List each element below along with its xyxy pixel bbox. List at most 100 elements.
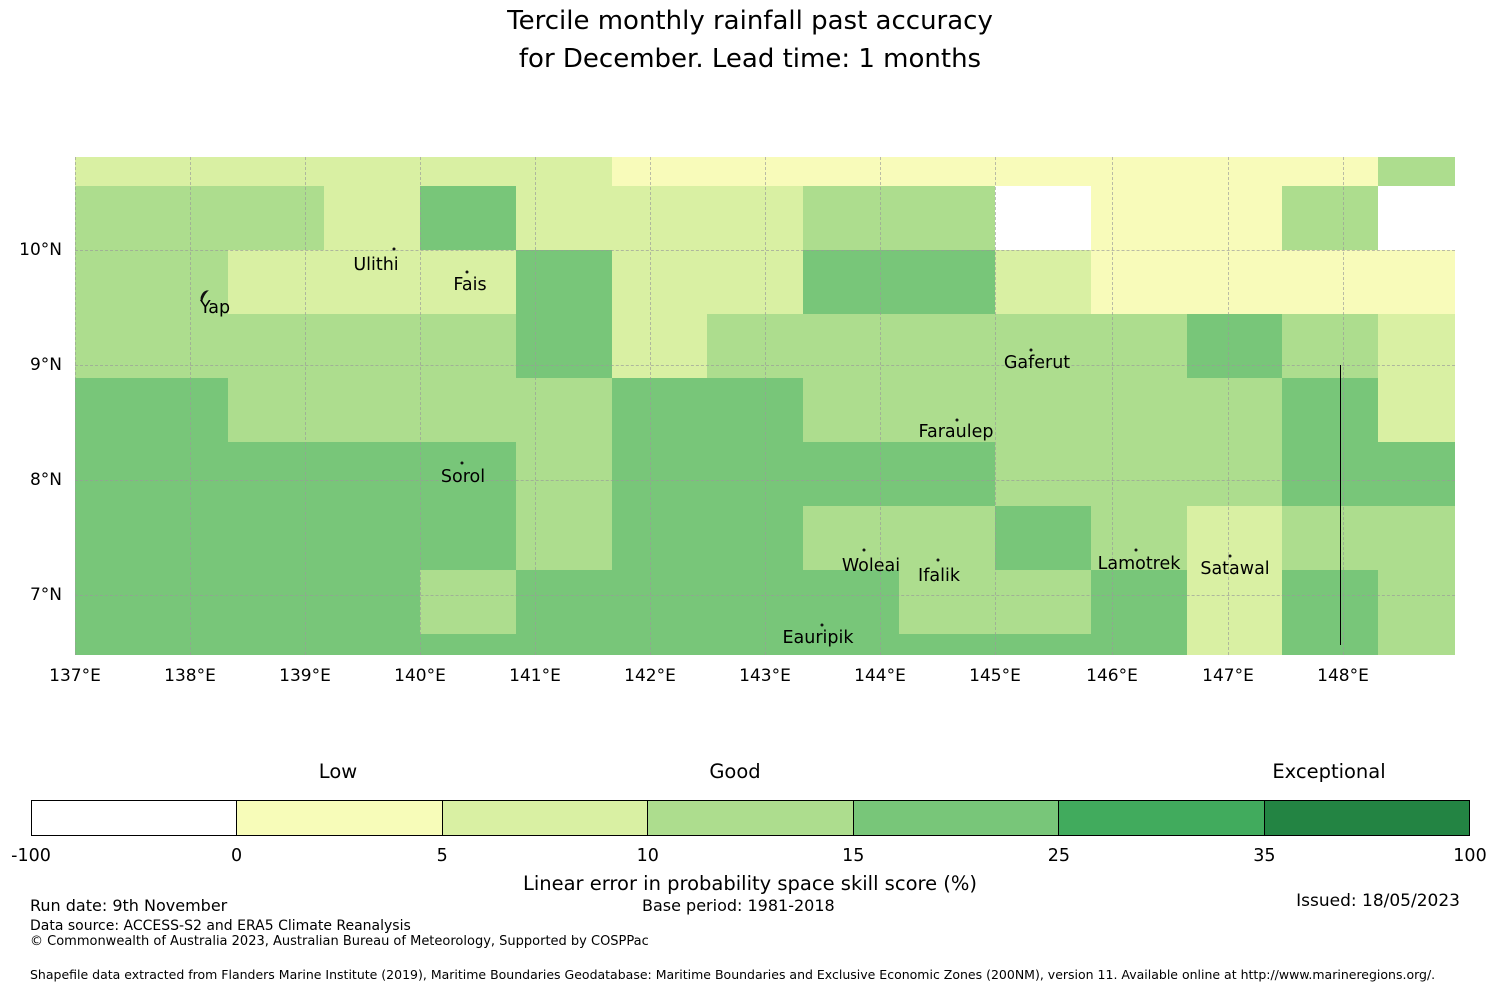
- island-label-fais: Fais: [453, 275, 487, 295]
- footer-run-date: Run date: 9th November: [30, 896, 228, 915]
- map-cell-r8c2: [228, 634, 324, 655]
- island-label-yap: Yap: [199, 298, 231, 318]
- map-cell-r3c5: [516, 314, 612, 378]
- colorbar-tick-label: 35: [1253, 846, 1276, 866]
- map-cell-r1c7: [707, 186, 803, 250]
- island-label-woleai: Woleai: [841, 556, 901, 576]
- x-tick-label: 147°E: [1202, 666, 1254, 686]
- map-cell-r5c13: [1282, 442, 1378, 506]
- map-cell-r6c10: [995, 506, 1091, 570]
- map-cell-r0c11: [1091, 157, 1187, 186]
- map-cell-r8c7: [707, 634, 803, 655]
- map-cell-r7c13: [1282, 570, 1378, 634]
- map-cell-r7c7: [707, 570, 803, 634]
- map-cell-r6c11: [1091, 506, 1187, 570]
- map-cell-r0c10: [995, 157, 1091, 186]
- y-tick-label: 8°N: [29, 470, 62, 490]
- map-cell-r5c14: [1378, 442, 1455, 506]
- colorbar-segment: [853, 801, 1060, 835]
- map-cell-r1c9: [899, 186, 995, 250]
- map-cell-r3c8: [803, 314, 899, 378]
- map-cell-r6c3: [324, 506, 420, 570]
- map-cell-r8c1: [132, 634, 228, 655]
- map-cell-r1c13: [1282, 186, 1378, 250]
- island-label-satawal: Satawal: [1200, 559, 1270, 579]
- map-cell-r5c7: [707, 442, 803, 506]
- island-label-lamotrek: Lamotrek: [1097, 554, 1181, 574]
- colorbar-tick-label: 5: [436, 846, 448, 866]
- colorbar-segment: [1264, 801, 1469, 835]
- map-cell-r3c0: [75, 314, 132, 378]
- x-tick-label: 145°E: [969, 666, 1021, 686]
- map-cell-r1c14: [1378, 186, 1455, 250]
- gridline-vertical: [1112, 157, 1113, 655]
- map-cell-r6c1: [132, 506, 228, 570]
- map-cell-r1c4: [420, 186, 516, 250]
- colorbar-segment: [32, 801, 238, 835]
- map-cell-r5c3: [324, 442, 420, 506]
- gridline-vertical: [650, 157, 651, 655]
- colorbar-segment: [1059, 801, 1265, 835]
- map-cell-r3c7: [707, 314, 803, 378]
- map-cell-r5c5: [516, 442, 612, 506]
- colorbar-axis-label: Linear error in probability space skill …: [522, 872, 978, 895]
- sorol-island-dot: [460, 461, 464, 465]
- map-cell-r3c13: [1282, 314, 1378, 378]
- colorbar-category-exceptional: Exceptional: [1272, 760, 1386, 783]
- map-cell-r2c10: [995, 250, 1091, 314]
- map-cell-r7c4: [420, 570, 516, 634]
- map-cell-r2c11: [1091, 250, 1187, 314]
- map-cell-r1c5: [516, 186, 612, 250]
- map-cell-r2c5: [516, 250, 612, 314]
- map-cell-r6c12: [1187, 506, 1282, 570]
- map-area: Yap Ulithi Fais Sorol Gaferut Faraulep Woleai I…: [75, 157, 1455, 655]
- map-cell-r2c1: [132, 250, 228, 314]
- colorbar-tick-label: 100: [1453, 846, 1487, 866]
- map-cell-r4c2: [228, 378, 324, 442]
- x-tick-label: 141°E: [509, 666, 561, 686]
- gridline-vertical: [995, 157, 996, 655]
- lamotrek-island-dot: [1134, 548, 1138, 552]
- map-cell-r5c1: [132, 442, 228, 506]
- map-cell-r8c14: [1378, 634, 1455, 655]
- x-tick-label: 142°E: [624, 666, 676, 686]
- map-cell-r0c1: [132, 157, 228, 186]
- map-cell-r7c1: [132, 570, 228, 634]
- colorbar-tick-label: -100: [11, 846, 51, 866]
- island-label-eauripik: Eauripik: [782, 628, 854, 648]
- map-cell-r3c12: [1187, 314, 1282, 378]
- map-cell-r3c3: [324, 314, 420, 378]
- footer-issued: Issued: 18/05/2023: [1296, 891, 1460, 911]
- map-cell-r1c10: [995, 186, 1091, 250]
- map-cell-r0c13: [1282, 157, 1378, 186]
- x-tick-label: 138°E: [164, 666, 216, 686]
- ulithi-island-dot: [392, 247, 396, 251]
- map-cell-r8c3: [324, 634, 420, 655]
- gridline-vertical: [765, 157, 766, 655]
- chart-title-line1: Tercile monthly rainfall past accuracy: [507, 6, 993, 36]
- gridline-vertical: [880, 157, 881, 655]
- map-cell-r8c9: [899, 634, 995, 655]
- x-tick-label: 148°E: [1317, 666, 1369, 686]
- colorbar-segment: [442, 801, 649, 835]
- map-cell-r1c0: [75, 186, 132, 250]
- chart-title: Tercile monthly rainfall past accuracy f…: [0, 2, 1500, 78]
- map-cell-r4c0: [75, 378, 132, 442]
- colorbar: [31, 800, 1470, 836]
- map-cell-r7c0: [75, 570, 132, 634]
- footer-data-source: Data source: ACCESS-S2 and ERA5 Climate …: [30, 918, 411, 934]
- map-cell-r8c4: [420, 634, 516, 655]
- map-cell-r5c6: [612, 442, 707, 506]
- eauripik-island-dot: [820, 623, 824, 627]
- map-cell-r2c8: [803, 250, 899, 314]
- eez-boundary-line: [1340, 365, 1341, 645]
- y-tick-label: 9°N: [29, 355, 62, 375]
- island-label-ifalik: Ifalik: [918, 566, 960, 586]
- map-cell-r5c11: [1091, 442, 1187, 506]
- ifalik-island-dot: [936, 558, 940, 562]
- map-cell-r0c2: [228, 157, 324, 186]
- map-cell-r8c6: [612, 634, 707, 655]
- map-cell-r6c8: [803, 506, 899, 570]
- map-cell-r4c3: [324, 378, 420, 442]
